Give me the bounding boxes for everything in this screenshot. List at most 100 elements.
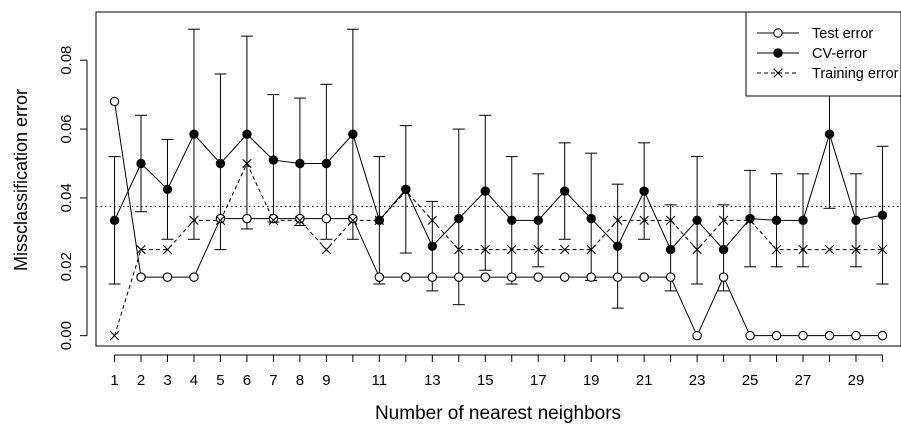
training-error-point — [242, 158, 252, 169]
cv-error-point — [348, 129, 358, 139]
test-error-line — [114, 101, 883, 337]
cv-error-point — [401, 184, 411, 195]
training-error-point — [136, 244, 146, 255]
legend-training-error-marker — [773, 68, 783, 78]
cv-error-point — [427, 241, 437, 251]
cv-error-point — [295, 158, 305, 169]
training-error-point — [798, 244, 808, 255]
cv-error-point — [851, 215, 861, 226]
cv-error-point — [109, 215, 120, 226]
cv-error-point — [533, 215, 543, 226]
test-error-point — [136, 272, 146, 282]
y-tick-label: 0.06 — [58, 114, 75, 143]
x-tick-label: 4 — [190, 372, 198, 389]
x-tick-label: 13 — [424, 372, 441, 389]
y-tick-label: 0.00 — [58, 321, 75, 350]
cv-error-point — [798, 215, 808, 226]
training-error-point — [639, 215, 649, 226]
test-error-point — [718, 272, 729, 282]
training-error-point — [612, 215, 623, 226]
y-tick-label: 0.08 — [58, 46, 75, 75]
y-tick-label: 0.04 — [58, 183, 75, 212]
training-error-point — [851, 244, 861, 255]
training-error-point — [348, 215, 358, 226]
test-error-point — [639, 272, 649, 282]
training-error-point — [560, 244, 570, 255]
test-error-point — [215, 213, 226, 224]
cv-error-point — [718, 244, 729, 255]
x-tick-label: 27 — [795, 372, 812, 389]
x-tick-label: 1 — [110, 372, 118, 389]
training-error-point — [480, 244, 490, 255]
test-error-point — [533, 272, 543, 282]
test-error-point — [295, 213, 305, 224]
x-tick-label: 25 — [742, 372, 759, 389]
cv-error-point — [507, 215, 517, 226]
training-error-line — [114, 162, 883, 336]
x-tick-label: 5 — [216, 372, 224, 389]
training-error-point — [189, 215, 199, 226]
cv-error-point — [824, 129, 835, 139]
legend-box — [745, 11, 901, 97]
cv-error-line — [114, 132, 883, 251]
x-tick-label: 11 — [372, 372, 388, 389]
training-error-point — [427, 215, 437, 226]
training-error-point — [692, 244, 702, 255]
test-error-point — [745, 330, 755, 341]
legend-test-error-marker — [773, 28, 783, 38]
test-error-point — [877, 330, 888, 341]
x-tick-label: 7 — [269, 372, 277, 389]
training-error-point — [877, 244, 888, 255]
test-error-point — [559, 272, 570, 282]
test-error-point — [401, 272, 411, 282]
training-error-point — [586, 244, 596, 255]
y-axis-label: Missclassification error — [11, 89, 31, 271]
cv-error-point — [189, 129, 199, 139]
cv-error-point — [612, 241, 623, 251]
legend-test-error-label: Test error — [812, 26, 873, 42]
cv-error-point — [480, 186, 490, 196]
training-error-point — [533, 244, 543, 255]
test-error-point — [109, 96, 120, 107]
training-error-point — [665, 215, 676, 226]
training-error-point — [771, 244, 782, 255]
cv-error-point — [454, 213, 464, 224]
cv-error-point — [639, 186, 649, 196]
x-axis-label: Number of nearest neighbors — [375, 403, 621, 424]
test-error-point — [268, 213, 279, 224]
y-tick-label: 0.02 — [58, 252, 75, 281]
x-tick-label: 9 — [322, 372, 330, 389]
legend-cv-error-marker — [773, 48, 783, 58]
test-error-point — [851, 330, 861, 341]
legend-training-error-label: Training error — [812, 66, 899, 82]
legend: Test error CV-error Training error — [745, 11, 901, 97]
training-error-point — [401, 186, 411, 196]
training-error-point — [268, 215, 279, 226]
cv-error-point — [136, 158, 146, 169]
training-error-point — [162, 244, 173, 255]
test-error-point — [480, 272, 491, 282]
test-error-point — [242, 213, 252, 224]
training-error-point — [295, 215, 305, 226]
x-tick-label: 6 — [243, 372, 251, 389]
legend-cv-error-label: CV-error — [812, 46, 867, 62]
training-error-point — [109, 330, 120, 341]
training-error-point — [718, 215, 729, 226]
training-error-point — [215, 215, 226, 226]
cv-error-point — [268, 155, 279, 165]
training-error-point — [321, 244, 332, 255]
test-error-point — [189, 272, 199, 282]
cv-error-point — [560, 186, 570, 196]
cv-error-point — [692, 215, 702, 226]
test-error-point — [506, 272, 517, 282]
training-error-point — [824, 244, 835, 255]
cv-error-point — [771, 215, 782, 226]
x-tick-label: 8 — [296, 372, 304, 389]
training-error-point — [745, 215, 755, 226]
x-tick-label: 3 — [163, 372, 171, 389]
cv-error-point — [321, 158, 332, 169]
test-error-point — [771, 330, 782, 341]
test-error-point — [427, 272, 438, 282]
cv-error-point — [745, 213, 755, 224]
test-error-point — [374, 272, 385, 282]
